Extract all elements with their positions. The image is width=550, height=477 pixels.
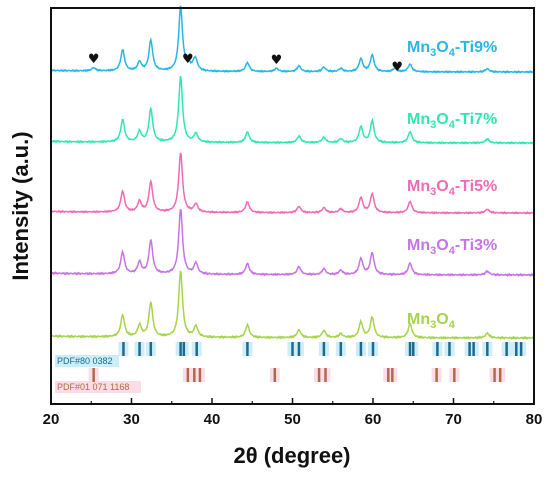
reference-label-2: PDF#01 071 1168: [57, 382, 129, 392]
reference-label-bg: [55, 355, 119, 367]
series-line-4: [50, 75, 535, 145]
x-tick-label: 30: [123, 411, 140, 428]
series-line-5: [50, 5, 535, 74]
series-lines: [50, 5, 535, 340]
series-label-1: Mn3O4: [407, 311, 456, 331]
x-tick-label: 40: [204, 411, 221, 428]
series-label-3: Mn3O4-Ti5%: [407, 178, 497, 198]
impurity-heart-marker: ♥: [271, 53, 283, 68]
reference-label-1: PDF#80 0382: [57, 356, 113, 366]
reference-label-bg: [55, 381, 141, 393]
series-line-2: [50, 208, 535, 277]
impurity-markers: ♥ ♥ ♥ ♥: [88, 52, 403, 75]
x-axis-title: 2θ (degree): [233, 443, 350, 468]
series-labels: Mn3O4 Mn3O4-Ti3% Mn3O4-Ti5% Mn3O4-Ti7% Mn3O4…: [407, 39, 497, 331]
series-line-3: [50, 152, 535, 215]
series-label-4: Mn3O4-Ti7%: [407, 111, 497, 131]
reference-patterns: PDF#80 0382 PDF#01 071 1168: [57, 342, 523, 392]
impurity-heart-marker: ♥: [182, 52, 194, 67]
x-tick-label: 50: [284, 411, 301, 428]
y-axis-title: Intensity (a.u.): [8, 131, 33, 280]
series-label-5: Mn3O4-Ti9%: [407, 39, 497, 59]
x-axis-ticks: 20 30 40 50 60 70 80: [43, 398, 543, 428]
x-tick-label: 20: [43, 411, 60, 428]
x-tick-label: 70: [445, 411, 462, 428]
x-tick-label: 60: [365, 411, 382, 428]
series-label-2: Mn3O4-Ti3%: [407, 237, 497, 257]
series-line-1: [50, 270, 535, 340]
impurity-heart-marker: ♥: [391, 60, 403, 75]
x-tick-label: 80: [526, 411, 543, 428]
impurity-heart-marker: ♥: [88, 52, 100, 67]
